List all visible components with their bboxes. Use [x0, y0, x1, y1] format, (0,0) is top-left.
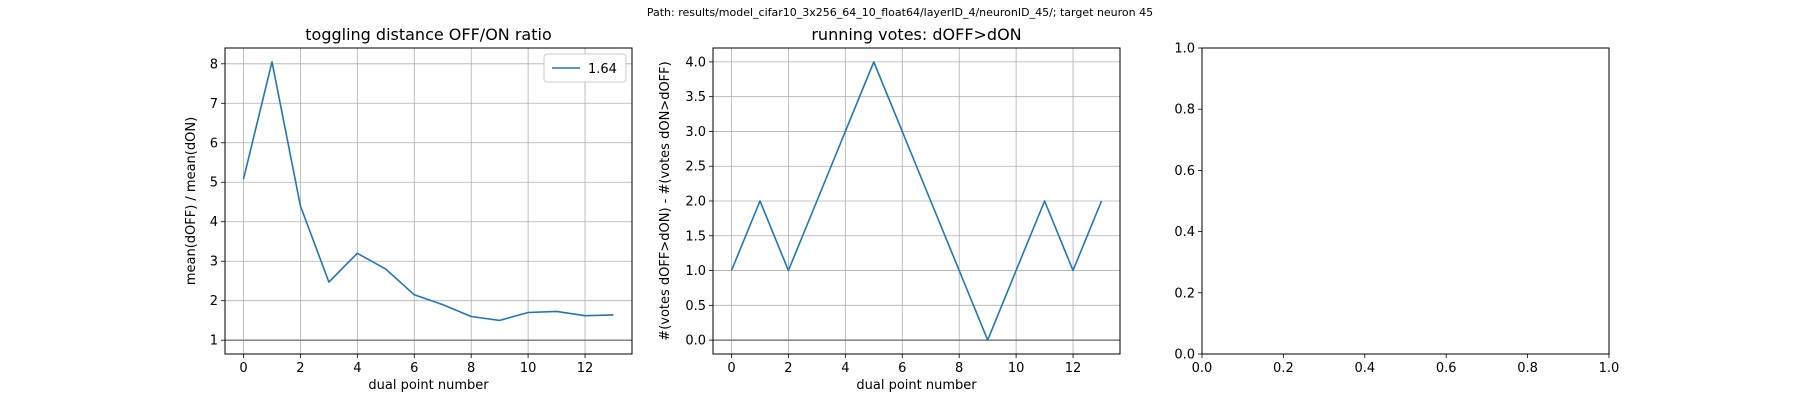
- chart-title: running votes: dOFF>dON: [811, 25, 1021, 44]
- x-axis-label: dual point number: [856, 378, 977, 393]
- y-tick-label: 3: [210, 255, 218, 270]
- x-tick-label: 0: [239, 361, 247, 376]
- y-tick-label: 2.5: [685, 160, 706, 175]
- x-tick-label: 0.0: [1192, 361, 1213, 376]
- legend: 1.64: [544, 54, 626, 82]
- x-tick-label: 0: [727, 361, 735, 376]
- x-tick-label: 6: [898, 361, 906, 376]
- x-tick-label: 4: [841, 361, 849, 376]
- x-tick-label: 8: [467, 361, 475, 376]
- y-tick-label: 3.5: [685, 90, 706, 105]
- x-tick-label: 0.6: [1436, 361, 1457, 376]
- x-tick-label: 6: [410, 361, 418, 376]
- x-tick-label: 0.8: [1517, 361, 1538, 376]
- y-tick-label: 1.5: [685, 229, 706, 244]
- x-tick-label: 12: [577, 361, 594, 376]
- x-tick-label: 0.4: [1354, 361, 1375, 376]
- y-tick-label: 2: [210, 294, 218, 309]
- x-tick-label: 1.0: [1599, 361, 1620, 376]
- y-tick-label: 0.2: [1174, 286, 1195, 301]
- y-tick-label: 4.0: [685, 55, 706, 70]
- y-tick-label: 0.0: [685, 334, 706, 349]
- y-tick-label: 6: [210, 136, 218, 151]
- x-tick-label: 10: [520, 361, 537, 376]
- y-tick-label: 0.0: [1174, 348, 1195, 363]
- y-axis-label: #(votes dOFF>dON) - #(votes dON>dOFF): [658, 61, 673, 340]
- y-tick-label: 0.8: [1174, 103, 1195, 118]
- y-tick-label: 0.5: [685, 299, 706, 314]
- legend-label: 1.64: [588, 62, 617, 77]
- y-tick-label: 3.0: [685, 125, 706, 140]
- y-tick-label: 0.4: [1174, 225, 1195, 240]
- x-tick-label: 2: [296, 361, 304, 376]
- chart-title: toggling distance OFF/ON ratio: [305, 25, 551, 44]
- y-tick-label: 1.0: [685, 264, 706, 279]
- y-tick-label: 5: [210, 176, 218, 191]
- y-tick-label: 8: [210, 57, 218, 72]
- y-tick-label: 2.0: [685, 195, 706, 210]
- x-tick-label: 8: [955, 361, 963, 376]
- y-axis-label: mean(dOFF) / mean(dON): [184, 117, 199, 285]
- x-axis-label: dual point number: [368, 378, 489, 393]
- x-tick-label: 12: [1065, 361, 1082, 376]
- y-tick-label: 1.0: [1174, 42, 1195, 57]
- y-tick-label: 0.6: [1174, 164, 1195, 179]
- y-tick-label: 7: [210, 97, 218, 112]
- x-tick-label: 0.2: [1273, 361, 1294, 376]
- y-tick-label: 1: [210, 334, 218, 349]
- x-tick-label: 4: [353, 361, 361, 376]
- x-tick-label: 2: [784, 361, 792, 376]
- y-tick-label: 4: [210, 215, 218, 230]
- x-tick-label: 10: [1008, 361, 1025, 376]
- figure-suptitle: Path: results/model_cifar10_3x256_64_10_…: [647, 6, 1153, 19]
